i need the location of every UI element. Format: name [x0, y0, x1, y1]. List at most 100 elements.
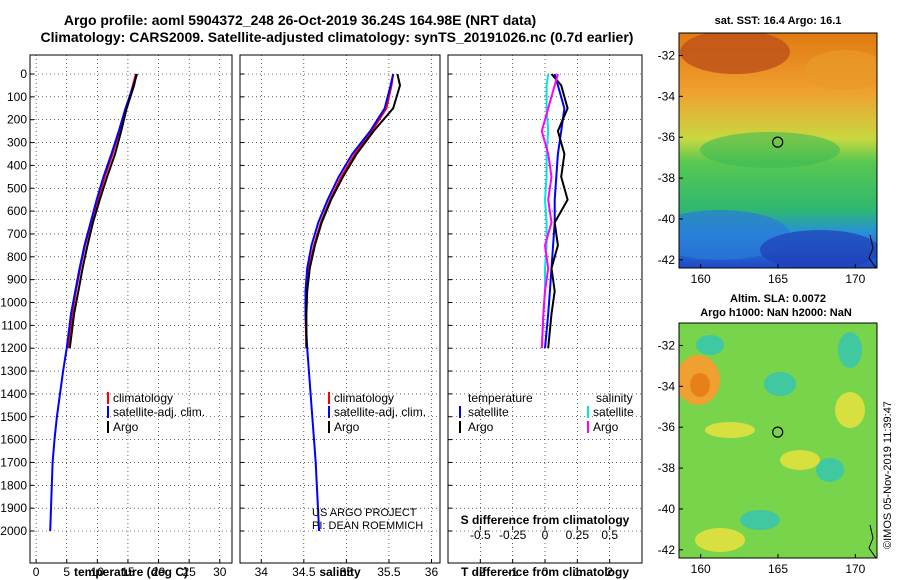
credit-line2: PI: DEAN ROEMMICH [312, 520, 423, 532]
coastline [868, 524, 877, 558]
title-line1: Argo profile: aoml 5904372_248 26-Oct-20… [64, 12, 536, 28]
x-tick-label: 1 [574, 565, 581, 579]
title-line2: Climatology: CARS2009. Satellite-adjuste… [41, 29, 634, 45]
map-y-tick-label: -42 [658, 543, 676, 557]
credit-line1: US ARGO PROJECT [312, 507, 417, 519]
legend-s-satellite-label: satellite [593, 405, 634, 419]
sst-map: sat. SST: 16.4 Argo: 16.1 160 165 170 -32 -3… [658, 15, 878, 286]
depth-tick-label: 500 [7, 181, 27, 195]
argo-location-marker [772, 136, 784, 148]
x2-tick-label: 0 [542, 528, 549, 542]
map-y-tick-label: -32 [658, 338, 676, 352]
salinity-panel: 34 34.5 35 35.5 36 salinity [239, 54, 441, 579]
map-y-tick-label: -40 [658, 502, 676, 516]
x-tick-label: 5 [63, 565, 70, 579]
sst-warm-patch [805, 50, 877, 90]
map-y-tick-label: -36 [658, 420, 676, 434]
depth-tick-label: 200 [7, 113, 27, 127]
sla-low-4 [816, 458, 844, 482]
legend-climatology-label: climatology [113, 391, 173, 405]
depth-tick-label: 300 [7, 136, 27, 150]
series-satellite-adj-clim- [49, 73, 139, 532]
x2-tick-label: -0.25 [499, 528, 527, 542]
sla-high-3 [835, 392, 865, 428]
depth-tick-label: 1200 [0, 341, 27, 355]
sst-warm-core [680, 33, 790, 74]
legend-temperature-heading: temperature [468, 391, 533, 405]
x-tick-label: -2 [475, 565, 486, 579]
legend-s-argo-label: Argo [593, 420, 619, 434]
map-y-tick-label: -38 [658, 461, 676, 475]
x-tick-label: 20 [152, 565, 166, 579]
map-x-tick-label: 165 [768, 272, 788, 286]
x-tick-label: 36 [425, 565, 439, 579]
plot-frame [29, 54, 233, 564]
depth-tick-label: 900 [7, 273, 27, 287]
x2-tick-label: -0.5 [470, 528, 491, 542]
map-y-tick-label: -42 [658, 253, 676, 267]
sla-low-3 [838, 332, 862, 368]
map-y-tick-label: -34 [658, 89, 676, 103]
map-y-tick-label: -34 [658, 379, 676, 393]
legend-t-satellite-label: satellite [468, 405, 509, 419]
legend-argo-label: Argo [334, 420, 360, 434]
sla-high-2 [780, 450, 820, 470]
depth-tick-label: 1700 [0, 455, 27, 469]
legend-t-argo-label: Argo [468, 420, 494, 434]
depth-tick-label: 1100 [1, 318, 27, 332]
map-y-tick-label: -38 [658, 171, 676, 185]
depth-tick-label: 400 [7, 158, 27, 172]
legend-satellite-label: satellite-adj. clim. [113, 405, 205, 419]
sla-high-core [690, 373, 710, 397]
sla-low-5 [740, 510, 780, 530]
x-tick-label: 0 [542, 565, 549, 579]
legend-argo-label: Argo [113, 420, 139, 434]
map-x-tick-label: 160 [691, 272, 711, 286]
depth-tick-label: 1300 [0, 364, 27, 378]
x-tick-label: 10 [91, 565, 105, 579]
x-tick-label: 35.5 [377, 565, 401, 579]
x-tick-label: 34.5 [292, 565, 316, 579]
map-y-tick-label: -32 [658, 48, 676, 62]
map-x-tick-label: 160 [691, 562, 711, 576]
depth-tick-label: 600 [7, 204, 27, 218]
map-x-tick-label: 170 [845, 562, 865, 576]
series-satellite-adj-clim- [304, 73, 395, 532]
x-tick-label: -1 [507, 565, 518, 579]
sst-front [700, 132, 840, 168]
x-tick-label: 15 [121, 565, 135, 579]
map-y-tick-label: -36 [658, 130, 676, 144]
temperature-panel: 0 100 200 300 400 500 600 700 800 900 1000 1100 1200… [0, 54, 233, 579]
map-x-tick-label: 165 [768, 562, 788, 576]
sst-cold-core [760, 230, 877, 268]
depth-tick-label: 1600 [0, 433, 27, 447]
depth-tick-label: 2000 [0, 524, 27, 538]
legend-satellite-label: satellite-adj. clim. [334, 405, 426, 419]
depth-tick-label: 700 [7, 227, 27, 241]
x-tick-label: 2 [606, 565, 613, 579]
depth-tick-label: 800 [7, 250, 27, 264]
sla-map: Altim. SLA: 0.0072 Argo h1000: NaN h2000… [658, 293, 878, 576]
depth-tick-label: 1800 [0, 478, 27, 492]
x-tick-label: 35 [340, 565, 354, 579]
series-argo [68, 73, 138, 349]
series-temperature-satellite [544, 73, 566, 349]
series-salinity-argo [540, 73, 559, 349]
map-y-tick-label: -40 [658, 212, 676, 226]
sst-map-axes: 160 165 170 -32 -34 -36 -38 -40 -42 [658, 32, 878, 286]
depth-tick-label: 1500 [0, 410, 27, 424]
depth-tick-label: 1000 [0, 296, 27, 310]
depth-tick-label: 100 [7, 90, 27, 104]
salinity-legend: climatology satellite-adj. clim. Argo [328, 391, 426, 434]
sst-map-title: sat. SST: 16.4 Argo: 16.1 [715, 15, 842, 27]
depth-tick-label: 1400 [0, 387, 27, 401]
difference-panel: -2 -1 0 1 2 -0.5 -0.25 0 0.25 0.5S difference fro… [447, 54, 643, 579]
sla-map-axes: 160 165 170 -32 -34 -36 -38 -40 -42 [658, 322, 878, 576]
x-tick-label: 30 [213, 565, 227, 579]
coastline [868, 234, 877, 268]
x-axis-label: salinity [319, 565, 361, 579]
sla-high-4 [695, 528, 745, 552]
legend-climatology-label: climatology [334, 391, 394, 405]
x-tick-label: 0 [33, 565, 40, 579]
